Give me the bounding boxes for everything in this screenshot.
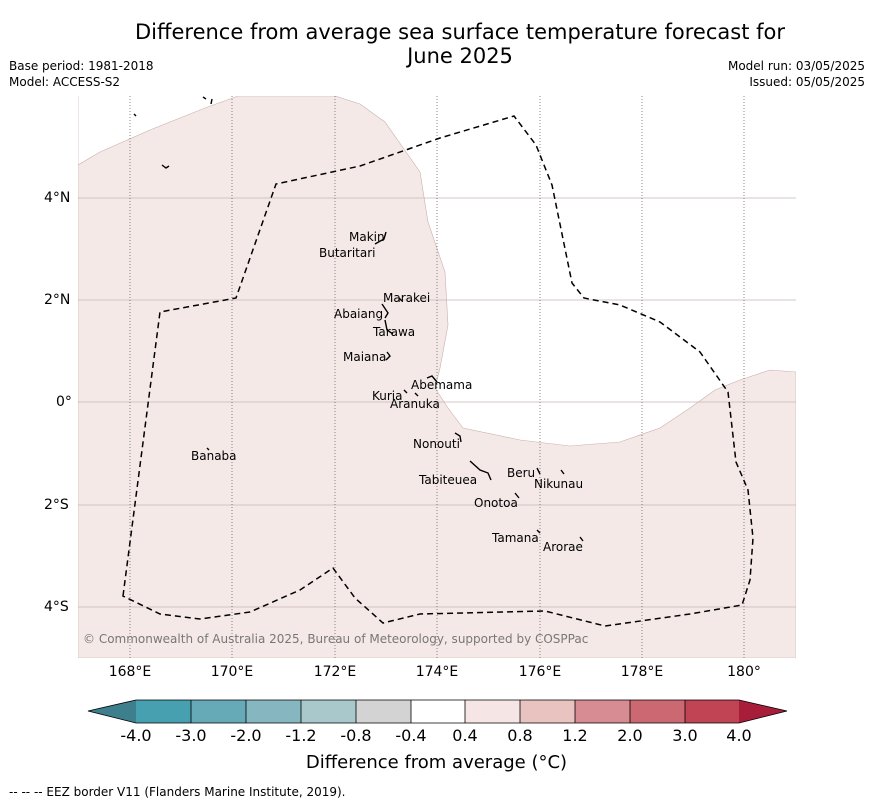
lat-tick-4n: 4°N <box>44 190 71 206</box>
colorbar-label-4: -1.2 <box>285 726 317 745</box>
lon-tick-174e: 174°E <box>415 664 459 680</box>
lon-tick-180: 180° <box>727 664 761 680</box>
colorbar-swatch-1 <box>136 700 191 723</box>
title-line-2: June 2025 <box>407 44 513 68</box>
lon-tick-172e: 172°E <box>313 664 357 680</box>
colorbar-label-11: 3.0 <box>672 726 698 745</box>
lon-tick-170e: 170°E <box>210 664 254 680</box>
place-label-nikunau: Nikunau <box>534 477 584 491</box>
colorbar-label-10: 2.0 <box>617 726 643 745</box>
colorbar-swatch-11 <box>685 700 739 723</box>
place-label-marakei: Marakei <box>383 291 431 305</box>
colorbar-swatch-5 <box>356 700 411 723</box>
place-label-abaiang: Abaiang <box>334 307 384 321</box>
colorbar-label-8: 0.8 <box>507 726 533 745</box>
place-label-kuria: Kuria <box>372 389 403 403</box>
place-label-makin: Makin <box>349 230 385 244</box>
model-run: Model run: 03/05/2025 <box>727 59 865 73</box>
place-label-onotoa: Onotoa <box>474 496 518 510</box>
place-label-maiana: Maiana <box>343 350 387 364</box>
colorbar-swatch-10 <box>630 700 685 723</box>
colorbar-label-1: -4.0 <box>120 726 152 745</box>
map-title: Difference from average sea surface temp… <box>0 20 873 68</box>
colorbar-title: Difference from average (°C) <box>305 752 568 773</box>
colorbar-swatch-2 <box>191 700 246 723</box>
place-label-tarawa: Tarawa <box>373 325 416 339</box>
place-label-tamana: Tamana <box>492 531 539 545</box>
copyright-notice: © Commonwealth of Australia 2025, Bureau… <box>83 632 589 646</box>
place-label-aranuka: Aranuka <box>390 397 440 411</box>
colorbar-swatch-9 <box>575 700 630 723</box>
colorbar-label-9: 1.2 <box>562 726 588 745</box>
lon-tick-178e: 178°E <box>620 664 664 680</box>
colorbar-label-2: -3.0 <box>175 726 207 745</box>
meta-left: Base period: 1981-2018 Model: ACCESS-S2 <box>9 58 154 90</box>
place-label-abemama: Abemama <box>411 378 473 392</box>
model-name: Model: ACCESS-S2 <box>9 75 121 89</box>
anomaly-region-warm <box>78 96 796 658</box>
meta-right: Model run: 03/05/2025 Issued: 05/05/2025 <box>728 58 865 90</box>
place-label-nonouti: Nonouti <box>413 437 460 451</box>
eez-border <box>122 115 754 627</box>
colorbar-label-3: -2.0 <box>230 726 262 745</box>
longitude-gridlines <box>129 96 745 658</box>
title-line-1: Difference from average sea surface temp… <box>135 20 785 44</box>
colorbar-label-12: 4.0 <box>726 726 752 745</box>
colorbar-swatch-6 <box>411 700 465 723</box>
lat-tick-2s: 2°S <box>44 497 69 513</box>
lat-tick-4s: 4°S <box>44 599 69 615</box>
place-label-tabiteuea: Tabiteuea <box>419 473 478 487</box>
colorbar-swatch-8 <box>520 700 575 723</box>
place-label-beru: Beru <box>507 466 536 480</box>
lat-tick-2n: 2°N <box>44 292 71 308</box>
eez-border-note: -- -- -- EEZ border V11 (Flanders Marine… <box>9 785 346 799</box>
place-label-banaba: Banaba <box>191 449 237 463</box>
issued-date: Issued: 05/05/2025 <box>749 75 865 89</box>
lon-tick-176e: 176°E <box>518 664 562 680</box>
colorbar-low-arrow <box>88 700 136 723</box>
lon-tick-168e: 168°E <box>108 664 152 680</box>
colorbar-label-7: 0.4 <box>452 726 478 745</box>
colorbar <box>87 699 788 724</box>
colorbar-label-6: -0.4 <box>395 726 427 745</box>
place-label-arorae: Arorae <box>543 540 583 554</box>
island-outlines <box>133 96 584 542</box>
colorbar-label-5: -0.8 <box>340 726 372 745</box>
base-period: Base period: 1981-2018 <box>9 59 154 73</box>
colorbar-swatch-4 <box>301 700 356 723</box>
place-label-butaritari: Butaritari <box>319 246 376 260</box>
colorbar-swatch-3 <box>246 700 301 723</box>
colorbar-swatch-7 <box>465 700 520 723</box>
colorbar-high-arrow <box>739 700 787 723</box>
lat-tick-0: 0° <box>56 394 72 410</box>
